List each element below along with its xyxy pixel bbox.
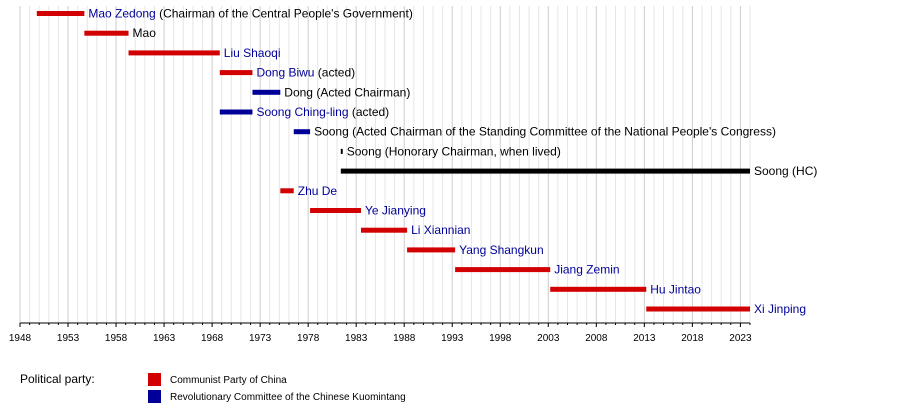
- person-link[interactable]: Liu Shaoqi: [224, 46, 281, 60]
- legend-item-label: Revolutionary Committee of the Chinese K…: [170, 392, 406, 403]
- timeline-bar-label[interactable]: Li Xiannian: [411, 223, 470, 237]
- legend-title: Political party:: [20, 372, 95, 386]
- timeline-bar-label[interactable]: Liu Shaoqi: [224, 46, 281, 60]
- timeline-bar-label[interactable]: Soong Ching-ling (acted): [256, 105, 389, 119]
- timeline-bar: [550, 286, 647, 292]
- timeline-bar: [280, 188, 294, 194]
- x-tick-label: 1968: [201, 333, 224, 344]
- x-tick-label: 1958: [105, 333, 128, 344]
- term-note: (Chairman of the Central People's Govern…: [156, 7, 413, 21]
- legend-swatch: [148, 390, 161, 403]
- timeline-bar: [360, 227, 408, 233]
- legend-item-label: Communist Party of China: [170, 375, 287, 386]
- person-name: Mao: [133, 26, 157, 40]
- x-tick-label: 1963: [153, 333, 176, 344]
- timeline-bar-label[interactable]: Mao Zedong (Chairman of the Central Peop…: [88, 7, 412, 21]
- person-link[interactable]: Jiang Zemin: [554, 263, 619, 277]
- person-name: Soong (Honorary Chairman, when lived): [347, 144, 561, 158]
- timeline-bar-label[interactable]: Jiang Zemin: [554, 263, 619, 277]
- timeline-bar: [84, 30, 129, 36]
- x-tick-label: 2018: [681, 333, 704, 344]
- timeline-bar: [293, 129, 311, 135]
- timeline-bar-label[interactable]: Zhu De: [298, 184, 338, 198]
- x-tick-label: 1973: [249, 333, 272, 344]
- timeline-bar: [340, 148, 343, 154]
- bar-labels: Mao Zedong (Chairman of the Central Peop…: [88, 7, 817, 317]
- person-link[interactable]: Yang Shangkun: [459, 243, 544, 257]
- person-link[interactable]: Mao Zedong: [88, 7, 155, 21]
- timeline-bar: [128, 50, 220, 56]
- timeline-bar: [219, 70, 253, 76]
- person-name: Soong (Acted Chairman of the Standing Co…: [314, 125, 776, 139]
- x-tick-label: 1948: [9, 333, 32, 344]
- timeline-bar-label: Mao: [133, 26, 157, 40]
- timeline-bar-label: Soong (Acted Chairman of the Standing Co…: [314, 125, 776, 139]
- timeline-bar: [310, 208, 361, 213]
- person-name: Soong (HC): [754, 164, 817, 178]
- person-link[interactable]: Zhu De: [298, 184, 338, 198]
- timeline-bar-label[interactable]: Dong Biwu (acted): [256, 66, 355, 80]
- timeline-bar: [252, 89, 281, 95]
- legend-swatch: [148, 373, 161, 386]
- timeline-bar-label[interactable]: Hu Jintao: [650, 282, 701, 296]
- timeline-bar: [36, 11, 85, 16]
- x-tick-label: 1998: [489, 333, 512, 344]
- timeline-bar: [455, 267, 551, 273]
- x-tick-label: 1983: [345, 333, 368, 344]
- x-tick-label: 2003: [537, 333, 560, 344]
- timeline-bar-label: Dong (Acted Chairman): [284, 85, 410, 99]
- timeline-bar-label: Soong (Honorary Chairman, when lived): [347, 144, 561, 158]
- x-tick-label: 1978: [297, 333, 320, 344]
- person-link[interactable]: Li Xiannian: [411, 223, 470, 237]
- term-note: (acted): [314, 66, 355, 80]
- person-link[interactable]: Ye Jianying: [365, 204, 426, 218]
- timeline-bar-label[interactable]: Ye Jianying: [365, 204, 426, 218]
- grid: [19, 6, 751, 323]
- x-tick-label: 2008: [585, 333, 608, 344]
- timeline-bar-label[interactable]: Xi Jinping: [754, 302, 806, 316]
- legend: Political party: Communist Party of Chin…: [20, 372, 406, 403]
- person-link[interactable]: Xi Jinping: [754, 302, 806, 316]
- timeline-bar-label: Soong (HC): [754, 164, 817, 178]
- x-tick-label: 1988: [393, 333, 416, 344]
- timeline-bar: [340, 168, 750, 174]
- person-name: Dong (Acted Chairman): [284, 85, 410, 99]
- timeline-bar: [407, 247, 456, 253]
- x-axis: 1948 1953 1958 1963 1968 1973 1978 1983 1988 1993…: [9, 322, 752, 344]
- bars: [36, 11, 750, 312]
- timeline-bar-label[interactable]: Yang Shangkun: [459, 243, 544, 257]
- x-tick-label: 1953: [57, 333, 80, 344]
- person-link[interactable]: Hu Jintao: [650, 282, 701, 296]
- x-tick-label: 2013: [633, 333, 656, 344]
- timeline-bar: [646, 306, 750, 312]
- term-note: (acted): [349, 105, 390, 119]
- person-link[interactable]: Soong Ching-ling: [256, 105, 348, 119]
- person-link[interactable]: Dong Biwu: [256, 66, 314, 80]
- x-tick-label: 1993: [441, 333, 464, 344]
- timeline-bar: [219, 109, 253, 115]
- x-tick-label: 2023: [729, 333, 752, 344]
